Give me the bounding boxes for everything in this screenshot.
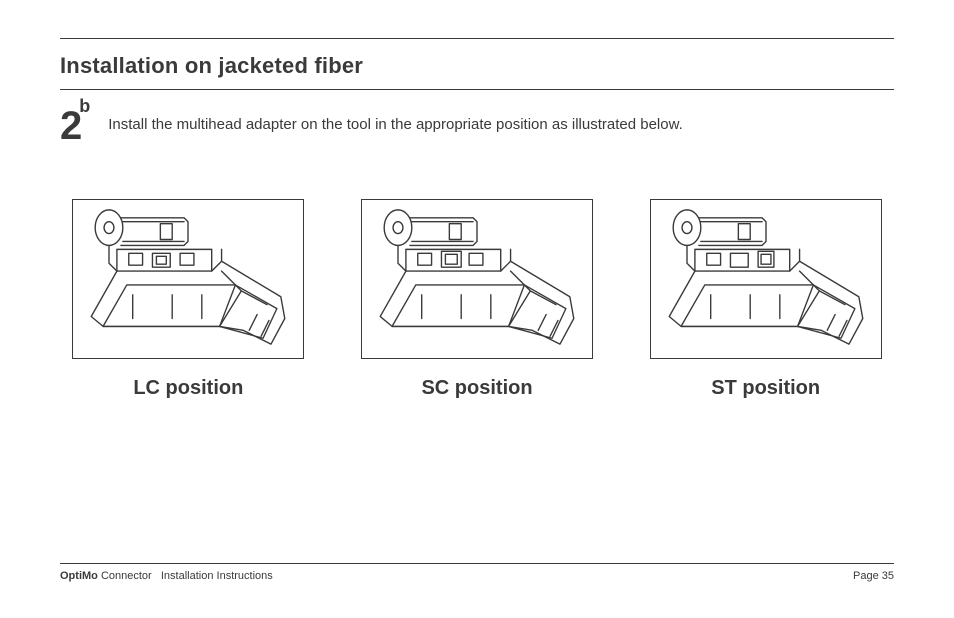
figure-box	[650, 199, 882, 359]
figure-caption: ST position	[711, 377, 820, 400]
footer-rule	[60, 563, 894, 564]
figure-caption: SC position	[421, 377, 532, 400]
footer-doc-type: Installation Instructions	[161, 570, 273, 582]
footer-page: Page 35	[853, 570, 894, 582]
figures-row: LC position	[60, 199, 894, 400]
step-row: 2b Install the multihead adapter on the …	[60, 108, 894, 144]
figure-lc: LC position	[64, 199, 313, 400]
step-text: Install the multihead adapter on the too…	[108, 108, 683, 135]
tool-illustration-icon	[73, 200, 303, 358]
footer-brand-rest: Connector	[98, 570, 152, 582]
figure-sc: SC position	[353, 199, 602, 400]
tool-illustration-icon	[651, 200, 881, 358]
footer-row: OptiMo Connector Installation Instructio…	[60, 570, 894, 582]
figure-caption: LC position	[133, 377, 243, 400]
top-rule	[60, 38, 894, 39]
page-footer: OptiMo Connector Installation Instructio…	[60, 563, 894, 582]
figure-box	[361, 199, 593, 359]
tool-illustration-icon	[362, 200, 592, 358]
figure-box	[72, 199, 304, 359]
step-number-block: 2b	[60, 108, 90, 144]
footer-left: OptiMo Connector Installation Instructio…	[60, 570, 273, 582]
step-sub: b	[79, 96, 90, 116]
figure-st: ST position	[641, 199, 890, 400]
section-title: Installation on jacketed fiber	[60, 53, 894, 90]
footer-brand-bold: OptiMo	[60, 570, 98, 582]
